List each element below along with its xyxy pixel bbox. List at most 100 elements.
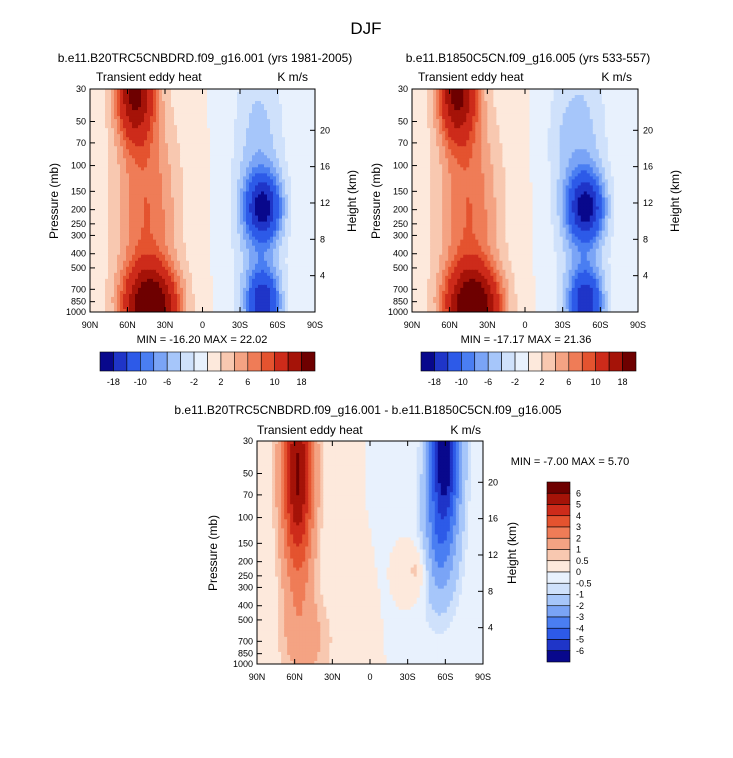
contour-cell <box>240 212 244 217</box>
contour-cell <box>171 200 175 205</box>
contour-cell <box>111 275 115 280</box>
contour-cell <box>213 284 217 289</box>
contour-cell <box>276 245 280 250</box>
contour-cell <box>216 242 220 247</box>
contour-cell <box>183 185 187 190</box>
contour-cell <box>138 191 142 196</box>
contour-cell <box>231 122 235 126</box>
contour-cell <box>189 101 193 105</box>
contour-cell <box>162 257 166 262</box>
contour-cell <box>225 266 229 271</box>
contour-cell <box>279 95 283 99</box>
contour-cell <box>264 194 268 199</box>
contour-cell <box>180 281 184 286</box>
contour-cell <box>231 119 235 123</box>
contour-cell <box>270 224 274 229</box>
contour-cell <box>300 251 304 256</box>
contour-cell <box>258 206 262 211</box>
contour-cell <box>102 149 106 153</box>
contour-cell <box>195 200 199 205</box>
contour-cell <box>174 161 178 165</box>
contour-cell <box>156 254 160 259</box>
contour-cell <box>267 218 271 223</box>
contour-cell <box>285 242 289 247</box>
contour-cell <box>204 170 208 174</box>
contour-cell <box>159 89 163 93</box>
contour-cell <box>270 140 274 144</box>
contour-cell <box>309 98 313 102</box>
contour-cell <box>243 122 247 126</box>
contour-cell <box>138 179 142 184</box>
contour-cell <box>138 122 142 126</box>
contour-cell <box>159 101 163 105</box>
contour-cell <box>153 266 157 271</box>
contour-cell <box>195 188 199 193</box>
contour-cell <box>183 248 187 253</box>
contour-cell <box>171 140 175 144</box>
contour-cell <box>249 179 253 184</box>
contour-cell <box>120 140 124 144</box>
contour-cell <box>192 254 196 259</box>
contour-cell <box>192 110 196 114</box>
contour-cell <box>189 149 193 153</box>
contour-cell <box>132 245 136 250</box>
contour-cell <box>234 224 238 229</box>
contour-cell <box>255 167 259 171</box>
contour-cell <box>117 125 121 129</box>
contour-cell <box>312 242 315 247</box>
contour-cell <box>96 143 100 147</box>
contour-cell <box>153 146 157 150</box>
contour-cell <box>180 260 184 265</box>
contour-cell <box>282 182 286 187</box>
contour-cell <box>216 125 220 129</box>
contour-cell <box>261 269 265 274</box>
contour-cell <box>252 275 256 280</box>
contour-cell <box>231 170 235 174</box>
contour-cell <box>174 257 178 262</box>
contour-cell <box>153 101 157 105</box>
contour-cell <box>252 269 256 274</box>
contour-cell <box>174 140 178 144</box>
contour-cell <box>270 134 274 138</box>
contour-cell <box>138 95 142 99</box>
contour-cell <box>99 197 103 202</box>
contour-cell <box>267 176 271 180</box>
contour-cell <box>114 134 118 138</box>
contour-cell <box>195 92 199 96</box>
contour-cell <box>93 284 97 289</box>
contour-cell <box>237 260 241 265</box>
contour-cell <box>225 140 229 144</box>
contour-cell <box>180 215 184 220</box>
contour-cell <box>123 149 127 153</box>
contour-cell <box>219 263 223 268</box>
contour-cell <box>201 164 205 168</box>
contour-cell <box>195 182 199 187</box>
contour-cell <box>204 179 208 184</box>
contour-cell <box>306 257 310 262</box>
contour-cell <box>120 188 124 193</box>
contour-cell <box>261 107 265 111</box>
contour-cell <box>195 149 199 153</box>
contour-cell <box>255 278 259 283</box>
contour-cell <box>90 197 94 202</box>
contour-cell <box>207 89 211 93</box>
contour-cell <box>150 203 154 208</box>
contour-cell <box>222 92 226 96</box>
contour-cell <box>129 167 133 171</box>
contour-cell <box>108 257 112 262</box>
contour-cell <box>198 260 202 265</box>
contour-cell <box>150 233 154 238</box>
contour-cell <box>147 167 151 171</box>
contour-cell <box>147 110 151 114</box>
contour-cell <box>138 209 142 214</box>
contour-cell <box>234 188 238 193</box>
contour-cell <box>201 191 205 196</box>
contour-cell <box>108 98 112 102</box>
contour-cell <box>144 125 148 129</box>
contour-cell <box>243 113 247 117</box>
contour-cell <box>312 113 315 117</box>
contour-cell <box>207 197 211 202</box>
contour-cell <box>144 107 148 111</box>
contour-cell <box>267 134 271 138</box>
contour-cell <box>276 254 280 259</box>
